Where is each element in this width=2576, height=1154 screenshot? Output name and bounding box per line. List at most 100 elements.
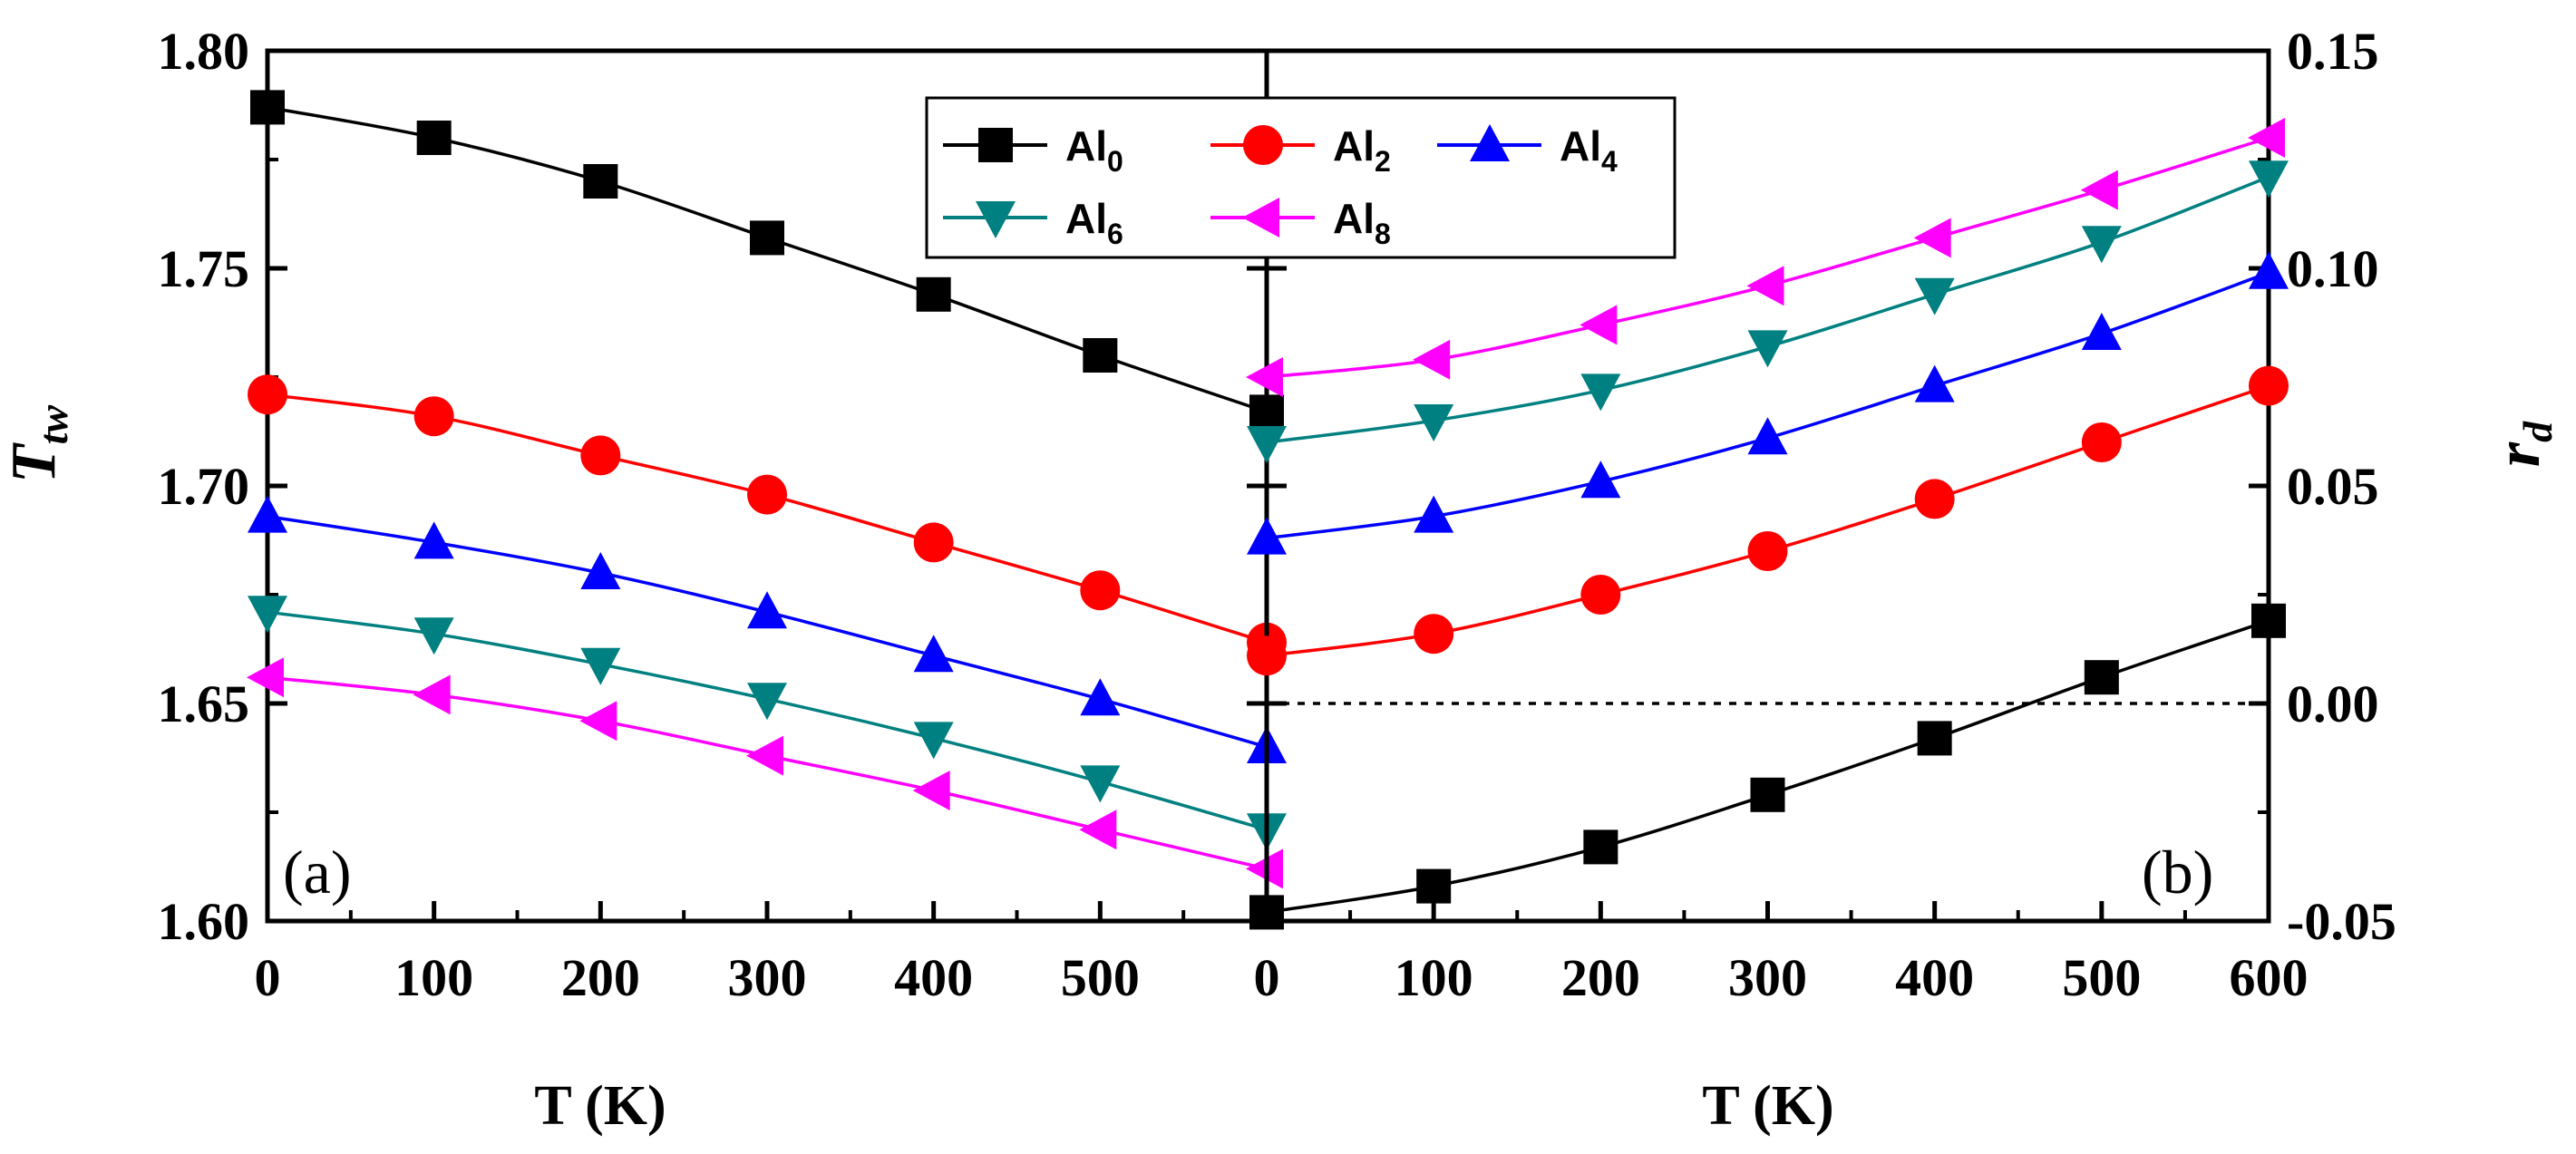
panel-a-series-Al0-point	[916, 276, 951, 312]
panel-b-series-Al4-point	[2081, 313, 2122, 350]
panel-a-series-Al0-point	[250, 90, 285, 125]
panel-b-series-Al0-point	[1249, 895, 1284, 930]
panel-a-series-Al8-point	[579, 701, 617, 742]
panel-b-series-Al0-point	[1583, 829, 1619, 865]
panel-a-series-Al8-point	[413, 674, 451, 715]
panel-a-series-Al8-point	[746, 735, 783, 776]
panel-a-series-Al2-point	[747, 474, 787, 515]
panel-b-series-Al4-point	[1580, 461, 1621, 499]
legend-label-Al4: Al4	[1560, 122, 1618, 178]
panel-a-xtick-label: 100	[394, 948, 473, 1007]
panel-a-series-Al6-point	[1080, 765, 1121, 803]
panel-b-series-Al6-point	[2249, 160, 2289, 199]
panel-b-xtick-label: 300	[1728, 948, 1807, 1007]
panel-a-series-Al0-point	[1083, 338, 1118, 373]
panel-a-xtick-label: 400	[894, 948, 973, 1007]
panel-b-series-Al0-point	[2251, 603, 2286, 638]
panel-b-series-Al6-point	[1414, 404, 1454, 441]
panel-b-series-Al8-point	[2248, 118, 2285, 158]
panel-b-series-Al4-point	[1414, 495, 1454, 533]
panel-b-series-Al2-point	[1414, 614, 1454, 655]
legend-marker-Al4	[1470, 124, 1510, 161]
panel-a-series-Al6-point	[248, 596, 287, 634]
panel-a-xtick-label: 500	[1061, 948, 1140, 1007]
panel-a-series-Al4-point	[913, 635, 954, 673]
panel-a-series-Al8-point	[912, 771, 950, 810]
panel-a-series-Al2-point	[913, 522, 954, 563]
panel-a-xtick-label: 200	[561, 948, 640, 1007]
legend-label-Al8: Al8	[1333, 195, 1391, 250]
panel-b-series-Al6-point	[1247, 426, 1287, 463]
panel-b-series-Al2-point	[1580, 575, 1621, 615]
panel-b-label: (b)	[2142, 838, 2213, 907]
panel-a-series-Al6-point	[413, 617, 454, 655]
panel-b-series-Al8-point	[2080, 170, 2118, 210]
panel-b-series-Al2-point	[1914, 479, 1955, 519]
panel-b-ytick-label: 0.05	[2287, 457, 2379, 516]
panel-b-xtick-label: 0	[1254, 948, 1280, 1007]
panel-a-series-Al6-line	[267, 610, 1268, 831]
panel-a-series-Al2-point	[248, 374, 287, 415]
panel-b: 0 100 200 300 400 500 600-0.05 0.00 0.05 0.10 0.15	[1246, 22, 2396, 1007]
legend: Al0 Al2 Al4 Al6 Al8	[925, 96, 1677, 259]
legend-label-Al0: Al0	[1065, 122, 1123, 178]
panel-b-series-Al4-point	[2249, 251, 2289, 289]
panel-a-series-Al0-point	[750, 220, 784, 256]
panel-a-series-Al0-point	[416, 121, 452, 155]
panel-b-series-Al2-point	[2249, 365, 2289, 406]
panel-a-xtick-label: 0	[255, 948, 281, 1007]
panel-b-series-Al6-point	[1747, 330, 1788, 368]
panel-a-ytick-label: 1.65	[158, 674, 250, 733]
panel-a-label: (a)	[283, 838, 351, 907]
panel-b-ytick-label: -0.05	[2287, 892, 2396, 951]
legend-marker-Al6	[976, 201, 1016, 238]
panel-a-series-Al4-point	[413, 521, 454, 559]
panel-a-series-Al0-point	[583, 164, 618, 199]
legend-box	[925, 96, 1677, 259]
panel-a-series-Al6-point	[747, 683, 787, 721]
panel-a-series-Al8-point	[1079, 810, 1117, 850]
panel-b-ytick-label: 0.15	[2287, 22, 2379, 81]
panel-a-series-Al2-point	[413, 396, 454, 437]
panel-a-ylabel: Ttw	[0, 405, 76, 484]
panel-b-series-Al8-point	[1580, 305, 1618, 345]
panel-b-xtick-label: 600	[2230, 948, 2309, 1007]
panel-a-ytick-label: 1.60	[158, 892, 250, 951]
panel-b-series-Al2-point	[1747, 531, 1788, 571]
legend-label-Al2: Al2	[1333, 122, 1391, 178]
panel-a-ytick-label: 1.70	[158, 457, 250, 516]
panel-a-series-Al4-point	[747, 591, 787, 629]
panel-b-series-Al0-point	[1416, 868, 1452, 904]
panel-b-series-Al8-point	[1246, 357, 1283, 397]
panel-a-series-Al4-point	[248, 495, 287, 533]
panel-a-ytick-label: 1.75	[158, 239, 250, 298]
panel-b-series-Al0-point	[1917, 721, 1952, 756]
panel-b-series-Al6-point	[1580, 373, 1621, 412]
legend-marker-Al2	[1243, 125, 1283, 165]
panel-a: 0 100 200 300 400 500 1.60 1.65 1.70 1.75 1.80	[158, 22, 1287, 1007]
panel-b-xtick-label: 200	[1561, 948, 1640, 1007]
panel-b-series-Al4-point	[1747, 417, 1788, 455]
panel-b-ytick-label: 0.10	[2287, 239, 2379, 298]
panel-b-ylabel: rd	[2484, 421, 2561, 467]
panel-b-series-Al6-point	[1914, 277, 1955, 315]
panel-b-ytick-label: 0.00	[2287, 674, 2379, 733]
panel-b-series-Al4-point	[1247, 517, 1287, 555]
panel-a-series-Al6-point	[913, 722, 954, 760]
panel-a-xlabel: T (K)	[534, 1075, 666, 1137]
panel-b-series-Al8-point	[1413, 339, 1451, 380]
legend-marker-Al8	[1242, 198, 1279, 238]
panel-b-series-Al2-point	[2081, 422, 2122, 462]
panel-b-xtick-label: 100	[1395, 948, 1473, 1007]
panel-b-xtick-label: 500	[2062, 948, 2141, 1007]
legend-marker-Al0	[978, 128, 1013, 162]
panel-a-series-Al2-point	[580, 435, 621, 476]
panel-b-series-Al2-point	[1247, 635, 1287, 676]
panel-b-xtick-label: 400	[1895, 948, 1974, 1007]
panel-a-series-Al4-point	[1080, 678, 1121, 716]
panel-b-series-Al0-point	[1750, 777, 1785, 812]
panel-b-series-Al8-point	[1913, 218, 1951, 258]
legend-label-Al6: Al6	[1065, 195, 1123, 250]
panel-a-ytick-label: 1.80	[158, 22, 250, 81]
